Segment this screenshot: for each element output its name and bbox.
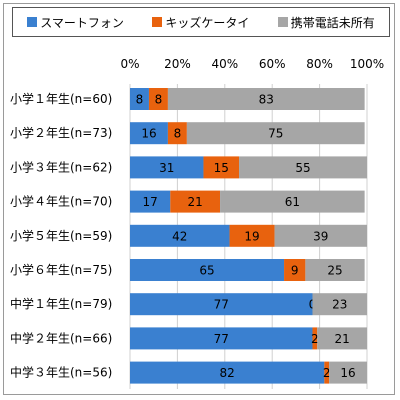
legend-swatch-no-phone	[277, 17, 288, 27]
data-label: 42	[172, 229, 187, 243]
data-label: 2	[323, 366, 331, 380]
bar-segment	[329, 361, 367, 384]
legend-label-no-phone: 携帯電話未所有	[290, 15, 375, 30]
bar-segment	[312, 327, 318, 350]
legend-swatch-smartphone	[27, 17, 38, 27]
data-label: 2	[311, 332, 319, 346]
data-label: 77	[214, 332, 229, 346]
data-label: 65	[199, 264, 214, 278]
bar-segment	[229, 224, 275, 247]
bar-segment	[130, 190, 171, 213]
bar-segment	[130, 122, 168, 145]
legend: スマートフォン キッズケータイ 携帯電話未所有	[12, 7, 390, 37]
x-tick-label: 0%	[120, 57, 139, 71]
data-label: 16	[340, 366, 355, 380]
bar-segment	[239, 156, 367, 179]
x-tick-label: 60%	[259, 57, 286, 71]
chart-frame	[3, 3, 395, 395]
data-label: 21	[334, 332, 349, 346]
bar-segment	[130, 361, 325, 384]
category-label: 小学４年生(n=70)	[10, 194, 112, 209]
bar-segment	[312, 293, 367, 316]
bar-segment	[167, 88, 365, 110]
data-label: 25	[327, 264, 342, 278]
category-label: 小学５年生(n=59)	[10, 228, 112, 243]
bar-segment	[203, 156, 240, 179]
legend-item-smartphone: スマートフォン	[27, 14, 124, 31]
bar-segment	[167, 122, 187, 145]
legend-item-no-phone: 携帯電話未所有	[277, 14, 375, 31]
bar-segment	[305, 259, 365, 281]
bar-segment	[284, 259, 306, 281]
data-label: 31	[159, 161, 174, 175]
data-label: 15	[214, 161, 229, 175]
bar-segment	[130, 293, 313, 316]
legend-swatch-kids-phone	[152, 17, 163, 27]
bar-segment	[130, 156, 204, 179]
data-label: 55	[295, 161, 310, 175]
legend-label-smartphone: スマートフォン	[40, 15, 124, 30]
data-label: 83	[259, 93, 274, 107]
data-label: 9	[291, 264, 299, 278]
bar-segment	[130, 259, 285, 281]
bar-segment	[274, 224, 367, 247]
x-tick-label: 80%	[306, 57, 333, 71]
data-label: 21	[188, 195, 203, 209]
x-tick-label: 20%	[164, 57, 191, 71]
bar-segment	[186, 122, 365, 145]
bar-segment	[170, 190, 221, 213]
data-label: 8	[174, 127, 182, 141]
data-label: 77	[214, 298, 229, 312]
data-label: 19	[244, 229, 259, 243]
category-label: 中学２年生(n=66)	[10, 330, 112, 345]
bar-segment	[130, 88, 149, 110]
data-label: 82	[220, 366, 235, 380]
bar-segment	[220, 190, 365, 213]
data-label: 39	[313, 229, 328, 243]
x-tick-label: 40%	[211, 57, 238, 71]
bar-segment	[130, 224, 230, 247]
data-label: 8	[136, 93, 144, 107]
bar-segment	[148, 88, 168, 110]
bar-segment	[130, 327, 313, 350]
x-tick-label: 100%	[350, 57, 384, 71]
legend-label-kids-phone: キッズケータイ	[165, 15, 250, 30]
data-label: 23	[332, 298, 347, 312]
category-label: 小学３年生(n=62)	[10, 159, 112, 174]
bar-segment	[324, 361, 330, 384]
data-label: 75	[268, 127, 283, 141]
bar-segment	[317, 327, 367, 350]
category-label: 小学１年生(n=60)	[10, 91, 112, 106]
legend-item-kids-phone: キッズケータイ	[152, 14, 249, 31]
category-label: 中学３年生(n=56)	[10, 365, 112, 380]
category-label: 小学６年生(n=75)	[10, 262, 112, 277]
data-label: 8	[155, 93, 163, 107]
category-label: 小学２年生(n=73)	[10, 125, 112, 140]
data-label: 17	[143, 195, 158, 209]
data-label: 16	[141, 127, 156, 141]
data-label: 61	[285, 195, 300, 209]
category-label: 中学１年生(n=79)	[10, 296, 112, 311]
